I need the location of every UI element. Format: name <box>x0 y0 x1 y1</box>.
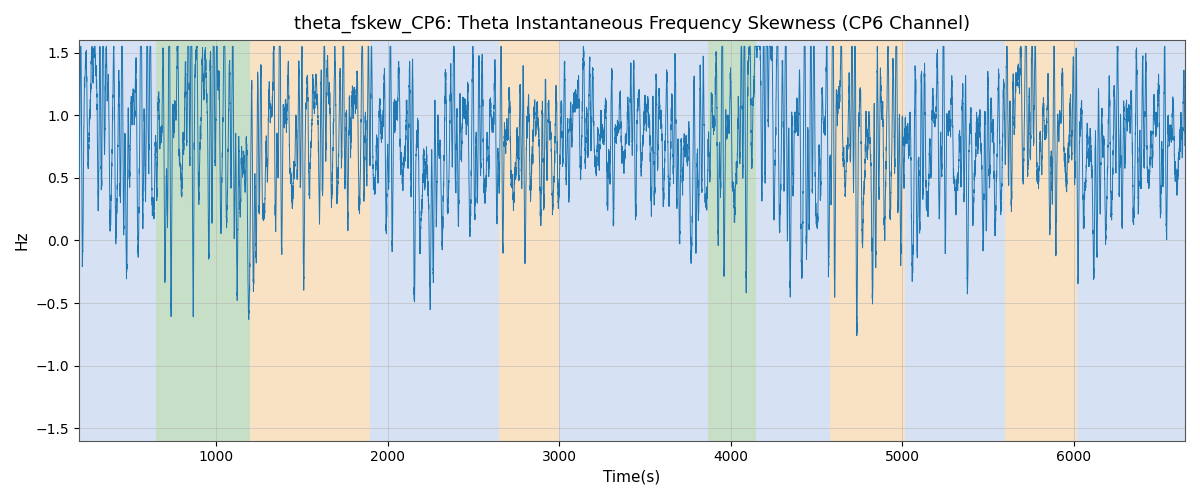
Bar <box>499 40 559 440</box>
Bar <box>559 40 692 440</box>
Bar <box>1076 40 1186 440</box>
Bar <box>708 40 756 440</box>
Bar <box>906 40 1004 440</box>
Title: theta_fskew_CP6: Theta Instantaneous Frequency Skewness (CP6 Channel): theta_fskew_CP6: Theta Instantaneous Fre… <box>294 15 970 34</box>
Bar <box>156 40 251 440</box>
Y-axis label: Hz: Hz <box>14 230 30 250</box>
Bar <box>756 40 830 440</box>
X-axis label: Time(s): Time(s) <box>604 470 660 485</box>
Bar <box>371 40 499 440</box>
Bar <box>830 40 906 440</box>
Bar <box>692 40 708 440</box>
Bar <box>1004 40 1076 440</box>
Bar <box>79 40 156 440</box>
Bar <box>251 40 371 440</box>
